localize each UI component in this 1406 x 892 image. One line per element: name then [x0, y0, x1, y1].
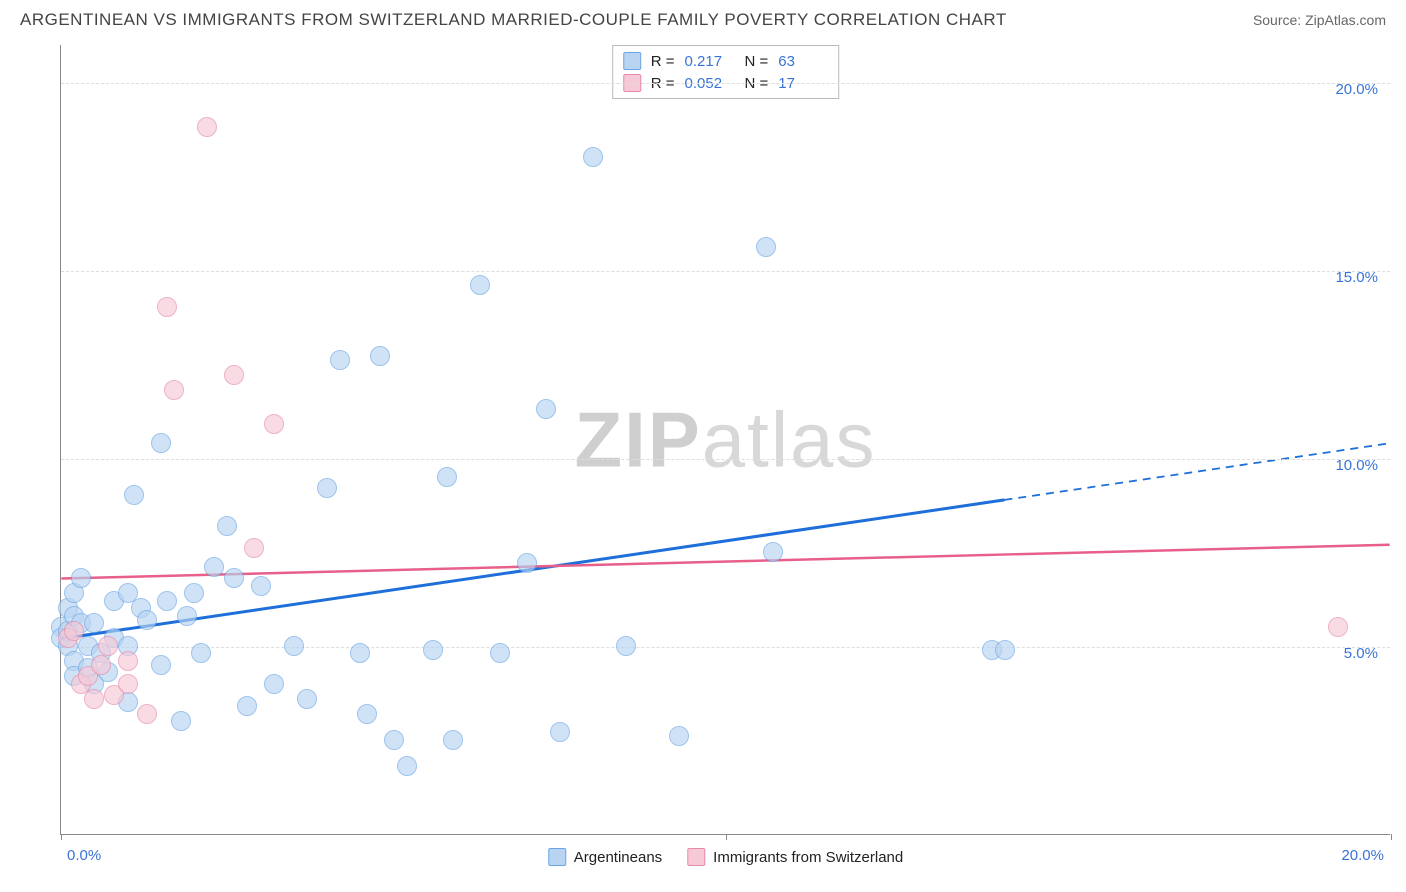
data-point: [357, 704, 377, 724]
data-point: [423, 640, 443, 660]
trend-line-extrapolated: [1004, 443, 1389, 500]
data-point: [151, 433, 171, 453]
data-point: [350, 643, 370, 663]
x-tick: [1391, 834, 1392, 840]
x-tick-label: 20.0%: [1341, 847, 1384, 864]
x-tick: [726, 834, 727, 840]
data-point: [157, 591, 177, 611]
data-point: [164, 380, 184, 400]
legend-swatch: [687, 848, 705, 866]
data-point: [204, 557, 224, 577]
legend-row: R = 0.217 N = 63: [623, 50, 829, 72]
legend-label: Immigrants from Switzerland: [713, 849, 903, 866]
data-point: [756, 237, 776, 257]
correlation-legend: R =0.217N =63R =0.052N =17: [612, 45, 840, 99]
data-point: [171, 711, 191, 731]
y-tick-label: 5.0%: [1344, 645, 1378, 662]
legend-item: Argentineans: [548, 848, 662, 866]
data-point: [244, 538, 264, 558]
x-tick-label: 0.0%: [67, 847, 101, 864]
data-point: [370, 346, 390, 366]
data-point: [177, 606, 197, 626]
data-point: [669, 726, 689, 746]
data-point: [157, 297, 177, 317]
data-point: [71, 568, 91, 588]
gridline: [61, 459, 1390, 460]
data-point: [536, 399, 556, 419]
data-point: [224, 365, 244, 385]
chart-title: ARGENTINEAN VS IMMIGRANTS FROM SWITZERLA…: [20, 10, 1007, 30]
legend-item: Immigrants from Switzerland: [687, 848, 903, 866]
data-point: [91, 655, 111, 675]
y-tick-label: 20.0%: [1335, 81, 1378, 98]
data-point: [517, 553, 537, 573]
data-point: [317, 478, 337, 498]
gridline: [61, 83, 1390, 84]
data-point: [224, 568, 244, 588]
data-point: [84, 689, 104, 709]
data-point: [550, 722, 570, 742]
data-point: [237, 696, 257, 716]
data-point: [118, 651, 138, 671]
data-point: [995, 640, 1015, 660]
trend-lines: [61, 45, 1390, 834]
data-point: [137, 610, 157, 630]
data-point: [124, 485, 144, 505]
y-tick-label: 15.0%: [1335, 269, 1378, 286]
data-point: [1328, 617, 1348, 637]
data-point: [437, 467, 457, 487]
data-point: [64, 621, 84, 641]
legend-swatch: [548, 848, 566, 866]
data-point: [84, 613, 104, 633]
gridline: [61, 271, 1390, 272]
data-point: [284, 636, 304, 656]
legend-r-value: 0.217: [685, 53, 735, 70]
data-point: [98, 636, 118, 656]
data-point: [763, 542, 783, 562]
legend-n-value: 63: [778, 53, 828, 70]
data-point: [217, 516, 237, 536]
watermark: ZIPatlas: [574, 394, 876, 485]
y-tick-label: 10.0%: [1335, 457, 1378, 474]
data-point: [137, 704, 157, 724]
legend-swatch: [623, 52, 641, 70]
source-label: Source: ZipAtlas.com: [1253, 12, 1386, 28]
data-point: [384, 730, 404, 750]
data-point: [583, 147, 603, 167]
data-point: [151, 655, 171, 675]
data-point: [297, 689, 317, 709]
legend-label: Argentineans: [574, 849, 662, 866]
legend-n-label: N =: [745, 53, 769, 70]
data-point: [397, 756, 417, 776]
scatter-chart: ZIPatlas R =0.217N =63R =0.052N =17 Arge…: [60, 45, 1390, 835]
data-point: [616, 636, 636, 656]
data-point: [443, 730, 463, 750]
data-point: [251, 576, 271, 596]
x-tick: [61, 834, 62, 840]
data-point: [184, 583, 204, 603]
data-point: [264, 674, 284, 694]
gridline: [61, 647, 1390, 648]
data-point: [197, 117, 217, 137]
legend-r-label: R =: [651, 53, 675, 70]
data-point: [470, 275, 490, 295]
data-point: [330, 350, 350, 370]
data-point: [191, 643, 211, 663]
data-point: [264, 414, 284, 434]
data-point: [490, 643, 510, 663]
series-legend: Argentineans Immigrants from Switzerland: [548, 848, 903, 866]
data-point: [118, 674, 138, 694]
